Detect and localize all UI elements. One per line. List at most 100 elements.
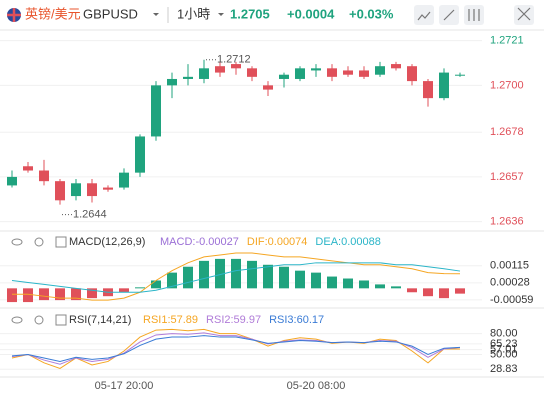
price: 1.2705 bbox=[230, 6, 270, 21]
candle-body bbox=[423, 81, 433, 99]
dropdown[interactable] bbox=[218, 13, 224, 16]
macd-bar bbox=[199, 260, 209, 289]
candle-body bbox=[87, 183, 97, 197]
macd-bar bbox=[263, 264, 273, 289]
eye-icon[interactable] bbox=[11, 316, 23, 324]
candle-body bbox=[23, 166, 33, 171]
candle-body bbox=[71, 183, 81, 197]
macd-bar bbox=[151, 280, 161, 289]
macd-bar bbox=[327, 276, 337, 289]
macd-bar bbox=[71, 288, 81, 301]
line bbox=[11, 332, 461, 365]
macd-bar bbox=[183, 266, 193, 289]
candle-body bbox=[391, 64, 401, 69]
y-tick-label: 57.01 bbox=[490, 344, 518, 356]
line bbox=[11, 335, 461, 362]
y-tick-label: 65.23 bbox=[490, 338, 518, 350]
y-tick-label: 0.00028 bbox=[490, 277, 530, 289]
candle-body bbox=[311, 68, 321, 71]
y-tick-label: 1.2721 bbox=[490, 35, 524, 47]
line bbox=[11, 328, 461, 369]
gear-icon[interactable] bbox=[34, 315, 44, 325]
candle-body bbox=[439, 72, 449, 99]
change-pct: +0.03% bbox=[349, 6, 394, 21]
macd-bar bbox=[55, 288, 65, 301]
candle-body bbox=[183, 76, 193, 79]
candle-body bbox=[119, 172, 129, 188]
symbol[interactable]: GBPUSD bbox=[83, 6, 138, 21]
candle-body bbox=[231, 64, 241, 69]
candle-body bbox=[279, 74, 289, 79]
y-tick-label: 28.83 bbox=[490, 363, 518, 375]
panel-title: RSI(7,14,21) bbox=[69, 314, 131, 326]
change: +0.0004 bbox=[287, 6, 335, 21]
macd-bar bbox=[343, 278, 353, 289]
x-tick-label: 05-17 20:00 bbox=[95, 380, 154, 392]
y-tick-label: 1.2636 bbox=[490, 216, 524, 228]
macd-bar bbox=[455, 288, 465, 294]
tool-button[interactable] bbox=[514, 5, 534, 25]
legend-entry: DIF:0.00074 bbox=[247, 236, 308, 248]
annotation: 1.2644 bbox=[73, 208, 107, 220]
candle-body bbox=[39, 170, 49, 182]
candle-body bbox=[263, 85, 273, 90]
macd-bar bbox=[23, 288, 33, 303]
candle-body bbox=[343, 70, 353, 75]
macd-bar bbox=[119, 288, 129, 293]
candle-body bbox=[135, 136, 145, 173]
line bbox=[11, 262, 461, 293]
pair: 英镑/美元 bbox=[25, 6, 81, 21]
legend-entry: RSI2:59.97 bbox=[206, 314, 261, 326]
candle-body bbox=[215, 66, 225, 73]
panel-title: MACD(12,26,9) bbox=[69, 236, 145, 248]
gear-icon[interactable] bbox=[34, 237, 44, 247]
x-tick-label: 05-20 08:00 bbox=[287, 380, 346, 392]
legend-entry: RSI3:60.17 bbox=[269, 314, 324, 326]
candle-body bbox=[167, 78, 177, 86]
macd-bar bbox=[439, 288, 449, 299]
candle-body bbox=[7, 176, 17, 186]
tool-icons bbox=[417, 7, 531, 21]
macd-bar bbox=[279, 266, 289, 289]
macd-bar bbox=[87, 288, 97, 299]
legend-entry: DEA:0.00088 bbox=[315, 236, 380, 248]
legend-entry: RSI1:57.89 bbox=[143, 314, 198, 326]
y-tick-label: -0.00059 bbox=[490, 294, 533, 306]
macd-bar bbox=[247, 260, 257, 289]
flag-cross bbox=[7, 8, 21, 22]
y-tick-label: 1.2700 bbox=[490, 79, 524, 91]
y-tick-label: 0.00115 bbox=[490, 260, 529, 272]
candle-body bbox=[375, 66, 385, 75]
macd-bar bbox=[39, 288, 49, 301]
candle-body bbox=[407, 66, 417, 82]
legend-entry: MACD:-0.00027 bbox=[160, 236, 239, 248]
macd-bar bbox=[375, 284, 385, 289]
add-icon[interactable] bbox=[55, 236, 67, 248]
y-tick-label: 1.2657 bbox=[490, 171, 524, 183]
candle-body bbox=[295, 68, 305, 79]
y-tick-label: 1.2678 bbox=[490, 126, 524, 138]
candle-body bbox=[151, 85, 161, 137]
line bbox=[12, 252, 461, 301]
macd-bar bbox=[359, 280, 369, 289]
macd-bar bbox=[391, 286, 401, 289]
panel-icons bbox=[11, 236, 67, 326]
candle-body bbox=[455, 74, 465, 76]
macd-bar bbox=[135, 287, 145, 289]
dropdown[interactable] bbox=[153, 13, 159, 16]
add-icon[interactable] bbox=[55, 314, 67, 326]
candle-body bbox=[359, 70, 369, 77]
eye-icon[interactable] bbox=[11, 238, 23, 246]
macd-bar bbox=[423, 288, 433, 297]
y-tick-label: 50.00 bbox=[490, 348, 518, 360]
macd-bar bbox=[231, 258, 241, 289]
macd-bar bbox=[311, 272, 321, 289]
interval[interactable]: 1小時 bbox=[177, 6, 210, 21]
tool-button[interactable] bbox=[414, 5, 434, 25]
macd-bar bbox=[215, 258, 225, 289]
macd-bar bbox=[295, 270, 305, 289]
macd-bar bbox=[407, 288, 417, 293]
candle-body bbox=[247, 68, 257, 77]
y-tick-label: 80.00 bbox=[490, 327, 518, 339]
